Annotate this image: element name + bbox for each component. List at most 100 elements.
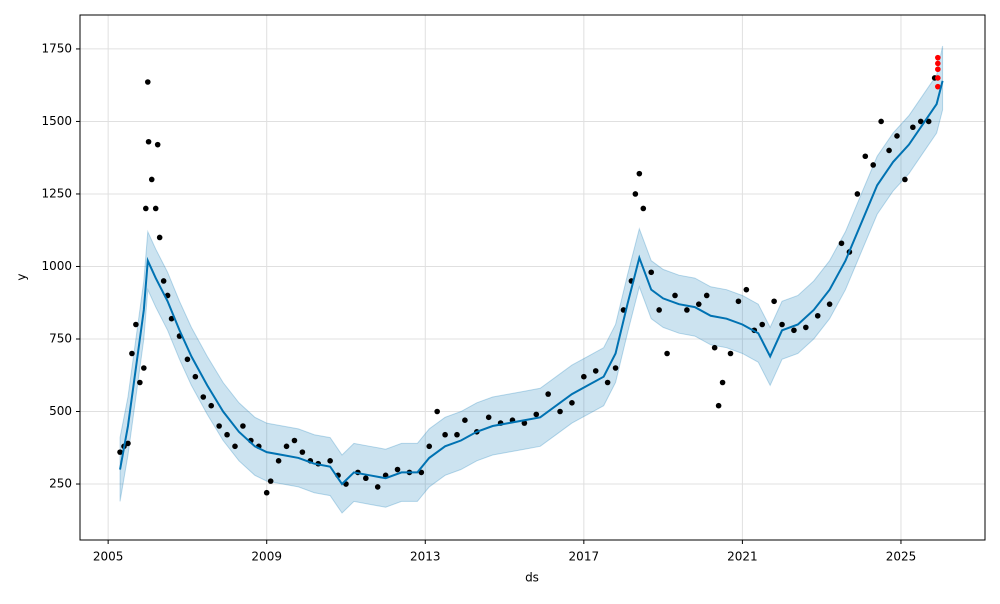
observed-point [485,414,492,421]
observed-point [902,176,908,183]
observed-point [133,321,139,328]
y-tick-label: 1500 [41,114,72,128]
y-axis-label: y [15,273,29,280]
observed-point [154,141,161,148]
observed-point [240,423,246,429]
observed-point [275,458,282,464]
observed-point [870,162,877,168]
y-tick-label: 250 [49,477,72,491]
observed-point [862,153,869,160]
observed-point [200,394,207,400]
observed-point [632,191,639,197]
observed-point [711,344,718,351]
y-tick-label: 750 [49,331,72,345]
observed-point [894,133,900,139]
observed-point [145,138,152,145]
observed-point [117,449,123,455]
observed-point [886,147,892,154]
observed-point [854,191,861,197]
observed-point [569,400,575,406]
observed-point [791,327,797,334]
observed-point [141,365,147,371]
x-tick-label: 2025 [886,550,917,564]
observed-point [267,478,274,484]
observed-point [299,449,306,455]
observed-point [137,379,143,386]
observed-point [672,292,678,299]
x-tick-label: 2009 [251,550,282,564]
observed-point [612,365,619,371]
observed-point [394,466,401,473]
y-tick-label: 1750 [41,41,72,55]
observed-point [878,118,884,125]
observed-point [803,324,809,331]
observed-point [703,292,710,299]
observed-point [232,443,238,450]
observed-point [263,489,270,496]
observed-point [656,307,662,313]
plot-frame [79,14,986,541]
observed-point [771,298,777,305]
x-tick-label: 2013 [410,550,441,564]
observed-point [156,234,163,241]
observed-point [648,269,655,276]
observed-point [152,205,159,212]
observed-point [374,484,381,490]
observed-point [838,240,845,247]
observed-point [168,315,175,322]
observed-point [418,469,425,476]
observed-point [192,373,199,380]
observed-point [426,443,433,450]
x-tick-label: 2017 [569,550,600,564]
observed-point [291,437,298,444]
observed-point [910,124,916,131]
recent-point [935,54,941,61]
observed-point [604,379,611,386]
observed-point [814,312,821,319]
y-tick-label: 500 [49,404,72,418]
observed-point [640,205,647,212]
x-tick-label: 2005 [93,550,124,564]
observed-point [442,431,448,438]
observed-point [636,170,643,177]
observed-point [779,321,785,328]
y-tick-label: 1250 [41,186,72,200]
x-tick-label: 2021 [727,550,758,564]
uncertainty-band [119,45,944,514]
forecast-line [119,80,944,486]
observed-point [125,440,131,447]
observed-point [184,356,191,363]
observed-point [826,301,833,307]
observed-point [557,408,563,415]
observed-point [664,350,670,357]
observed-point [925,118,932,125]
recent-point [935,75,941,81]
observed-point [719,379,726,386]
recent-point [935,60,941,67]
observed-point [208,402,215,409]
recent-point [935,66,941,73]
observed-point [148,176,155,183]
observed-point [545,391,551,397]
observed-point [462,417,468,424]
observed-point [727,350,734,357]
observed-point [917,118,924,125]
x-axis-label: ds [525,571,539,585]
observed-point [216,423,222,429]
observed-point [327,458,333,464]
recent-point [935,83,941,90]
observed-point [434,408,440,415]
y-tick-label: 1000 [41,259,72,273]
observed-point [735,298,742,305]
observed-point [684,307,690,313]
observed-point [224,431,230,438]
observed-point [143,205,149,212]
observed-point [363,475,369,482]
observed-point [129,350,135,357]
observed-point [521,420,528,426]
observed-point [715,402,722,409]
observed-point [592,368,599,374]
observed-point [743,286,750,293]
observed-point [533,411,540,418]
